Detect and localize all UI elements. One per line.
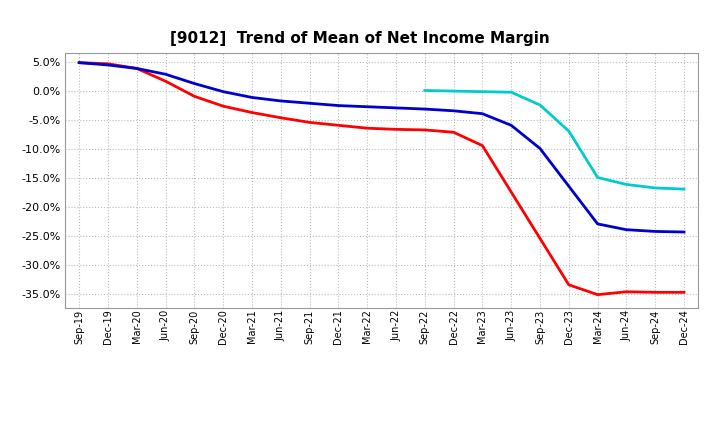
Text: [9012]  Trend of Mean of Net Income Margin: [9012] Trend of Mean of Net Income Margi…: [170, 31, 550, 46]
